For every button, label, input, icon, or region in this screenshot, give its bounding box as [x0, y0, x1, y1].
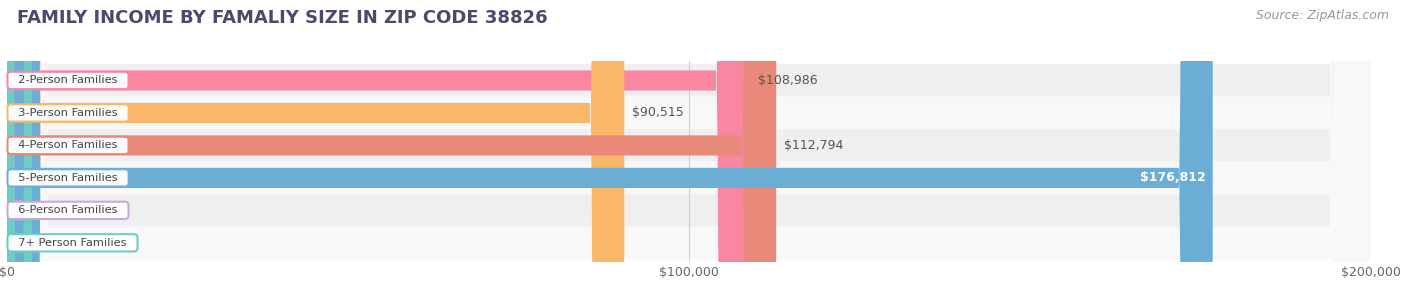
Text: $90,515: $90,515 — [633, 106, 685, 120]
Text: 6-Person Families: 6-Person Families — [11, 205, 125, 215]
Text: $0: $0 — [39, 204, 56, 217]
Text: 5-Person Families: 5-Person Families — [11, 173, 125, 183]
Text: $0: $0 — [39, 236, 56, 249]
Text: $108,986: $108,986 — [758, 74, 818, 87]
Text: 4-Person Families: 4-Person Families — [11, 140, 125, 150]
FancyBboxPatch shape — [7, 0, 1371, 305]
FancyBboxPatch shape — [7, 0, 31, 305]
FancyBboxPatch shape — [7, 0, 1371, 305]
FancyBboxPatch shape — [7, 0, 1213, 305]
FancyBboxPatch shape — [7, 0, 751, 305]
Text: Source: ZipAtlas.com: Source: ZipAtlas.com — [1256, 9, 1389, 22]
FancyBboxPatch shape — [7, 0, 776, 305]
Text: FAMILY INCOME BY FAMALIY SIZE IN ZIP CODE 38826: FAMILY INCOME BY FAMALIY SIZE IN ZIP COD… — [17, 9, 547, 27]
FancyBboxPatch shape — [7, 0, 1371, 305]
Text: 7+ Person Families: 7+ Person Families — [11, 238, 134, 248]
FancyBboxPatch shape — [7, 0, 624, 305]
FancyBboxPatch shape — [7, 0, 1371, 305]
FancyBboxPatch shape — [7, 0, 1371, 305]
Text: $112,794: $112,794 — [785, 139, 844, 152]
Text: $176,812: $176,812 — [1140, 171, 1206, 185]
FancyBboxPatch shape — [7, 0, 1371, 305]
Text: 3-Person Families: 3-Person Families — [11, 108, 125, 118]
FancyBboxPatch shape — [7, 0, 31, 305]
Text: 2-Person Families: 2-Person Families — [11, 75, 125, 85]
